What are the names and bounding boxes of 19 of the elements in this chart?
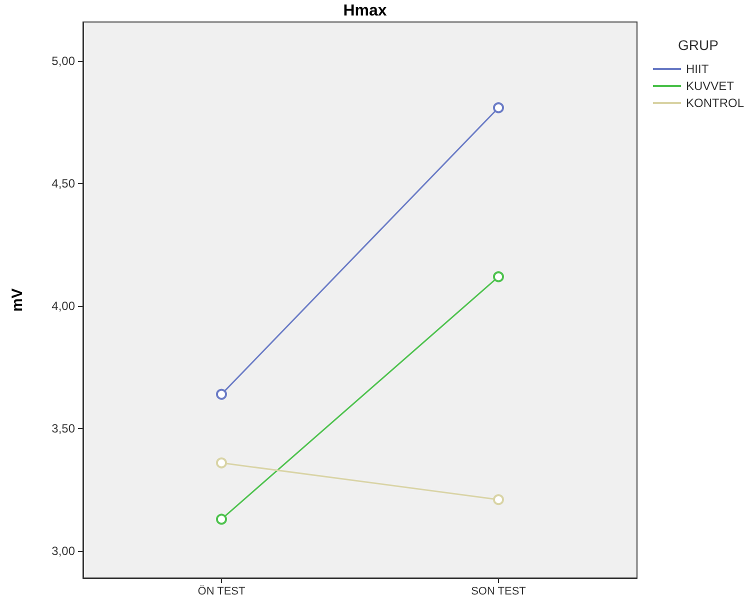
legend-title: GRUP <box>678 37 718 53</box>
x-tick-label: ÖN TEST <box>198 584 246 598</box>
point <box>216 388 227 400</box>
point <box>216 514 227 525</box>
point <box>216 457 227 468</box>
y-tick-label: 5,00 <box>52 54 76 68</box>
point <box>493 494 504 506</box>
y-tick-label: 3,50 <box>52 422 76 436</box>
legend-label: HIIT <box>686 62 710 76</box>
point <box>493 271 504 282</box>
point <box>493 102 504 114</box>
y-tick-label: 4,50 <box>52 176 76 191</box>
y-tick-label: 4,00 <box>52 299 76 314</box>
x-tick-label: SON TEST <box>471 586 526 598</box>
legend-label: KUVVET <box>686 79 735 93</box>
legend-label: KONTROL <box>686 96 744 110</box>
y-tick-label: 3,00 <box>52 544 76 558</box>
y-axis-title: mV <box>9 288 26 312</box>
chart-title: Hmax <box>343 2 387 20</box>
